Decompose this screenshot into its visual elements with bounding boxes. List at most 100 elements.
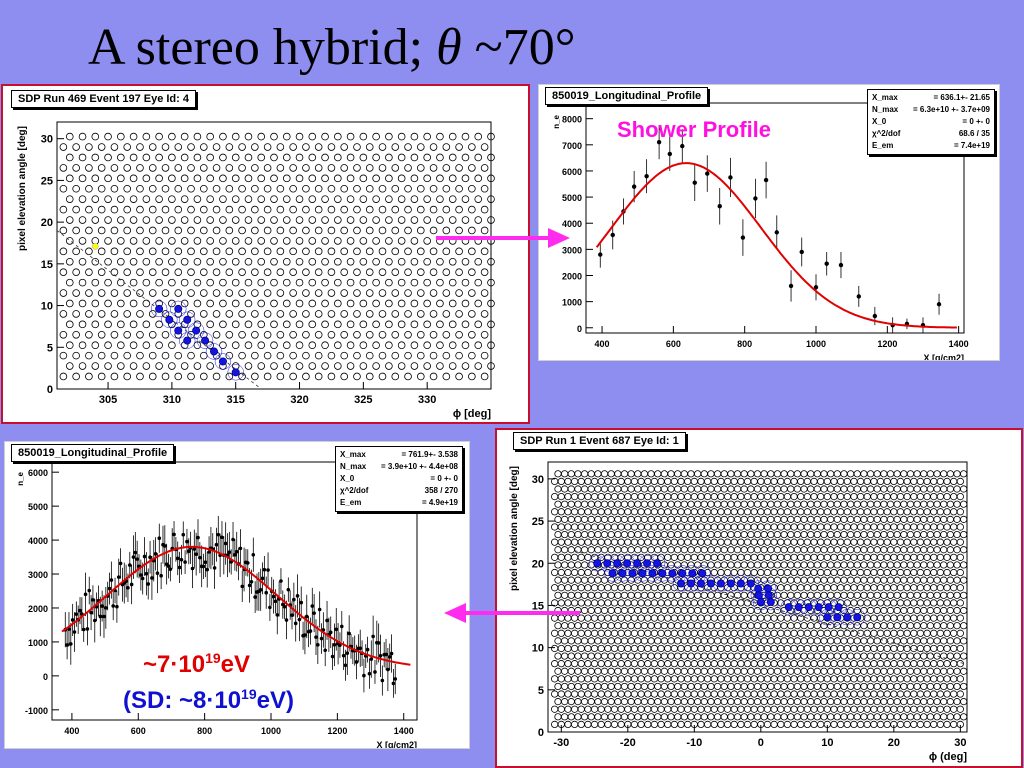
camera-pixel <box>600 652 609 660</box>
camera-pixel <box>295 132 304 141</box>
camera-pixel <box>448 341 457 349</box>
camera-pixel <box>840 667 848 675</box>
data-point <box>692 180 697 185</box>
camera-pixel <box>930 675 938 683</box>
camera-pixel <box>853 682 861 691</box>
camera-pixel <box>770 477 778 486</box>
camera-pixel <box>199 247 208 256</box>
camera-pixel <box>674 530 682 539</box>
data-point <box>667 151 673 157</box>
data-point <box>205 567 210 572</box>
camera-pixel <box>551 568 559 577</box>
camera-pixel <box>587 667 595 675</box>
camera-pixel <box>687 713 695 721</box>
camera-pixel <box>946 500 954 508</box>
camera-pixel <box>940 576 948 584</box>
camera-pixel <box>906 576 915 584</box>
camera-pixel <box>943 629 951 637</box>
camera-pixel <box>753 485 762 493</box>
camera-pixel <box>833 546 841 554</box>
camera-pixel <box>571 675 579 683</box>
camera-pixel <box>571 720 579 729</box>
camera-pixel <box>461 132 470 141</box>
camera-pixel <box>404 351 412 360</box>
camera-pixel <box>770 720 778 729</box>
camera-pixel <box>180 153 189 162</box>
camera-pixel <box>630 538 639 546</box>
camera-pixel <box>557 614 565 622</box>
camera-pixel <box>913 591 921 599</box>
camera-pixel <box>630 629 639 637</box>
camera-pixel <box>59 205 68 214</box>
camera-pixel <box>487 299 495 308</box>
camera-pixel <box>817 614 825 622</box>
camera-pixel <box>644 660 652 668</box>
camera-pixel <box>455 289 463 297</box>
sdp-plot-bottom: -30 -20 -10 0 10 20 30 0 5 10 15 20 25 30 ϕ (deg] pixel… <box>495 428 1023 768</box>
data-point <box>386 667 390 672</box>
data-point <box>260 576 265 581</box>
camera-pixel <box>760 637 768 645</box>
camera-pixel <box>940 485 948 493</box>
camera-pixel <box>793 713 802 721</box>
camera-pixel <box>321 195 329 203</box>
camera-pixel <box>837 675 845 683</box>
camera-pixel <box>590 492 599 501</box>
camera-pixel <box>886 622 895 630</box>
camera-pixel <box>713 622 722 630</box>
camera-pixel <box>753 667 762 675</box>
camera-pixel <box>900 637 908 645</box>
camera-pixel <box>876 644 885 653</box>
camera-pixel <box>863 584 871 592</box>
camera-pixel <box>840 561 848 569</box>
camera-pixel <box>916 675 925 683</box>
camera-pixel <box>777 523 785 531</box>
camera-pixel <box>803 660 811 668</box>
camera-pixel <box>664 705 672 713</box>
camera-pixel <box>803 690 811 698</box>
hit-pixel <box>833 613 842 622</box>
camera-pixel <box>710 720 718 729</box>
camera-pixel <box>810 629 818 637</box>
camera-pixel <box>123 226 132 235</box>
camera-pixel <box>830 553 838 561</box>
camera-pixel <box>577 568 585 577</box>
camera-pixel <box>930 584 938 592</box>
camera-pixel <box>873 667 881 675</box>
camera-pixel <box>684 553 692 561</box>
camera-pixel <box>634 652 642 660</box>
camera-pixel <box>78 320 87 329</box>
camera-pixel <box>870 568 878 577</box>
camera-pixel <box>777 705 785 713</box>
camera-pixel <box>890 690 898 698</box>
camera-pixel <box>684 629 692 637</box>
camera-pixel <box>657 705 665 713</box>
camera-pixel <box>429 164 438 172</box>
camera-pixel <box>327 143 336 151</box>
data-point <box>70 618 75 622</box>
camera-pixel <box>429 289 438 297</box>
camera-pixel <box>577 675 585 683</box>
camera-pixel <box>212 143 221 151</box>
data-point <box>319 636 324 641</box>
camera-pixel <box>763 492 772 501</box>
camera-pixel <box>65 216 74 224</box>
camera-pixel <box>474 341 483 349</box>
camera-pixel <box>820 652 828 660</box>
camera-pixel <box>117 362 125 370</box>
camera-pixel <box>870 553 878 561</box>
camera-pixel <box>567 606 575 615</box>
camera-pixel <box>950 553 958 561</box>
camera-pixel <box>674 546 682 554</box>
camera-pixel <box>65 132 74 141</box>
camera-pixel <box>760 667 768 675</box>
camera-pixel <box>359 362 368 370</box>
camera-pixel <box>340 226 349 235</box>
camera-pixel <box>161 372 170 381</box>
camera-pixel <box>117 257 125 266</box>
camera-pixel <box>830 644 838 653</box>
camera-pixel <box>391 310 400 318</box>
camera-pixel <box>580 682 589 691</box>
camera-pixel <box>670 705 678 713</box>
camera-pixel <box>886 698 895 706</box>
